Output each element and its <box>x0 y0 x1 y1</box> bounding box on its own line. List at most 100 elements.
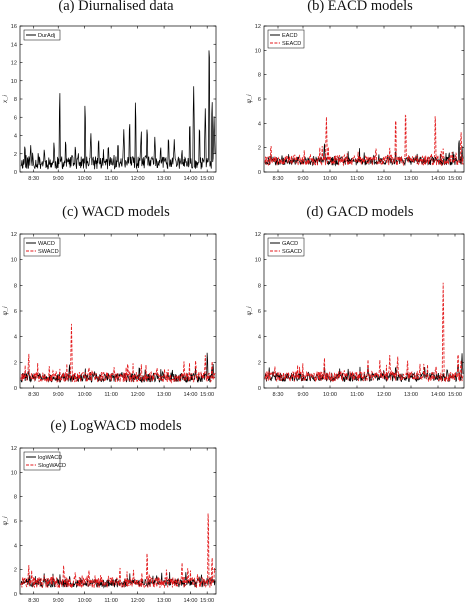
y-axis-label: ψ_i <box>3 516 9 526</box>
legend-label: EACD <box>282 33 298 39</box>
legend-label: DurAdj <box>38 33 55 39</box>
legend-label: SEACD <box>282 41 301 47</box>
x-tick-label: 14:00 <box>184 176 198 182</box>
y-tick-label: 4 <box>14 543 17 549</box>
y-tick-label: 6 <box>14 309 17 315</box>
x-tick-label: 14:00 <box>431 176 445 182</box>
chart-svg: 0 2 4 6 8 10 12 ψ_i 8:30 9:00 10:00 11:00 12:00 13:00… <box>3 232 217 398</box>
x-tick-label: 10:00 <box>78 598 92 604</box>
plot-area <box>263 233 465 389</box>
y-axis-label: ψ_i <box>247 94 253 104</box>
y-tick-label: 0 <box>258 386 261 392</box>
y-tick-label: 12 <box>11 446 17 452</box>
x-tick-label: 13:00 <box>404 176 418 182</box>
x-tick-label: 9:00 <box>53 392 64 398</box>
x-tick-label: 12:00 <box>131 176 145 182</box>
y-tick-label: 0 <box>14 170 17 176</box>
y-tick-label: 4 <box>258 121 261 127</box>
x-tick-label: 9:00 <box>298 176 309 182</box>
chart-svg: 0 2 4 6 8 10 12 14 16 x_i 8:30 9:00 10:00 11:00 12:00 1… <box>3 24 217 182</box>
x-tick-label: 11:00 <box>104 392 118 398</box>
legend-label: SlogWACD <box>38 463 66 469</box>
x-tick-label: 9:00 <box>298 392 309 398</box>
y-tick-label: 8 <box>14 283 17 289</box>
x-tick-label: 15:00 <box>200 392 214 398</box>
y-tick-label: 8 <box>258 283 261 289</box>
x-tick-label: 14:00 <box>184 598 198 604</box>
x-tick-label: 10:00 <box>78 176 92 182</box>
x-tick-label: 8:30 <box>28 176 39 182</box>
chart-panel-d: (d) GACD models 0 2 4 6 8 10 12 ψ_i 8:30 9:00 10:0… <box>246 204 474 406</box>
y-tick-label: 6 <box>14 115 17 121</box>
legend-box <box>23 29 61 41</box>
series-line-seacd <box>264 114 464 167</box>
x-tick-label: 15:00 <box>200 598 214 604</box>
chart-svg: 0 2 4 6 8 10 12 ψ_i 8:30 9:00 10:00 11:00 12:00 13:00… <box>247 24 465 182</box>
y-tick-label: 10 <box>255 258 261 264</box>
x-tick-label: 11:00 <box>104 176 118 182</box>
y-tick-label: 8 <box>14 97 17 103</box>
x-tick-label: 12:00 <box>377 392 391 398</box>
x-tick-label: 13:00 <box>157 392 171 398</box>
chart-title: (e) LogWACD models <box>50 418 182 434</box>
y-tick-label: 0 <box>14 592 17 598</box>
x-tick-label: 11:00 <box>350 392 364 398</box>
y-tick-label: 6 <box>258 309 261 315</box>
chart-title: (c) WACD models <box>62 204 170 220</box>
legend-label: logWACD <box>38 455 62 461</box>
y-tick-label: 4 <box>14 335 17 341</box>
chart-panel-c: (c) WACD models 0 2 4 6 8 10 12 ψ_i 8:30 9:00 10:0… <box>2 204 230 406</box>
x-tick-label: 8:30 <box>273 392 284 398</box>
series-line-duradj <box>20 50 216 170</box>
y-tick-label: 2 <box>14 360 17 366</box>
chart-panel-e: (e) LogWACD models 0 2 4 6 8 10 12 ψ_i 8:30 9:00 1… <box>2 418 230 612</box>
x-tick-label: 11:00 <box>104 598 118 604</box>
y-axis-label: ψ_i <box>3 306 9 316</box>
chart-title: (b) EACD models <box>307 0 413 14</box>
y-tick-label: 14 <box>11 42 17 48</box>
chart-title: (a) Diurnalised data <box>58 0 174 14</box>
series-line-swacd <box>20 323 216 384</box>
y-tick-label: 12 <box>11 61 17 67</box>
x-tick-label: 8:30 <box>28 598 39 604</box>
y-tick-label: 4 <box>258 335 261 341</box>
chart-svg: 0 2 4 6 8 10 12 ψ_i 8:30 9:00 10:00 11:00 12:00 13:00… <box>247 232 465 398</box>
y-axis-label: x_i <box>3 94 9 103</box>
chart-panel-b: (b) EACD models 0 2 4 6 8 10 12 ψ_i 8:30 9:00 10:0… <box>246 0 474 190</box>
legend-label: GACD <box>282 241 298 247</box>
y-tick-label: 8 <box>258 73 261 79</box>
y-tick-label: 2 <box>14 568 17 574</box>
x-tick-label: 10:00 <box>323 176 337 182</box>
plot-area <box>19 233 217 389</box>
y-tick-label: 12 <box>255 24 261 30</box>
y-tick-label: 10 <box>255 48 261 54</box>
x-tick-label: 15:00 <box>448 392 462 398</box>
y-tick-label: 10 <box>11 79 17 85</box>
y-tick-label: 10 <box>11 258 17 264</box>
x-tick-label: 12:00 <box>131 598 145 604</box>
chart-title: (d) GACD models <box>306 204 414 220</box>
x-tick-label: 10:00 <box>323 392 337 398</box>
y-tick-label: 6 <box>14 519 17 525</box>
plot-area <box>19 447 217 595</box>
y-tick-label: 10 <box>11 470 17 476</box>
y-tick-label: 12 <box>255 232 261 238</box>
y-tick-label: 0 <box>14 386 17 392</box>
chart-svg: 0 2 4 6 8 10 12 ψ_i 8:30 9:00 10:00 11:00 12:00 13:00… <box>3 446 217 604</box>
plot-area <box>263 25 465 173</box>
x-tick-label: 14:00 <box>431 392 445 398</box>
series-line-sgacd <box>264 282 464 383</box>
x-tick-label: 11:00 <box>350 176 364 182</box>
y-tick-label: 0 <box>258 170 261 176</box>
x-tick-label: 13:00 <box>157 598 171 604</box>
x-tick-label: 13:00 <box>404 392 418 398</box>
x-tick-label: 15:00 <box>200 176 214 182</box>
y-tick-label: 2 <box>258 360 261 366</box>
x-tick-label: 12:00 <box>131 392 145 398</box>
legend-label: SWACD <box>38 249 59 255</box>
x-tick-label: 8:30 <box>28 392 39 398</box>
x-tick-label: 8:30 <box>273 176 284 182</box>
series-line-slogwacd <box>20 513 216 589</box>
y-tick-label: 16 <box>11 24 17 30</box>
y-tick-label: 6 <box>258 97 261 103</box>
